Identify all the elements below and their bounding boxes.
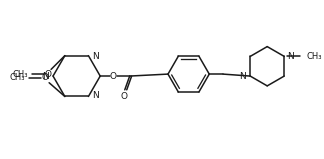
Text: N: N xyxy=(287,52,294,61)
Text: O: O xyxy=(42,73,49,82)
Text: CH₃: CH₃ xyxy=(12,70,28,79)
Text: CH₃: CH₃ xyxy=(9,73,25,82)
Text: O: O xyxy=(45,70,52,79)
Text: CH₃: CH₃ xyxy=(307,52,322,61)
Text: O: O xyxy=(110,72,116,81)
Text: N: N xyxy=(239,72,246,81)
Text: N: N xyxy=(92,91,99,100)
Text: N: N xyxy=(42,72,49,81)
Text: O: O xyxy=(120,92,127,101)
Text: N: N xyxy=(92,52,99,61)
